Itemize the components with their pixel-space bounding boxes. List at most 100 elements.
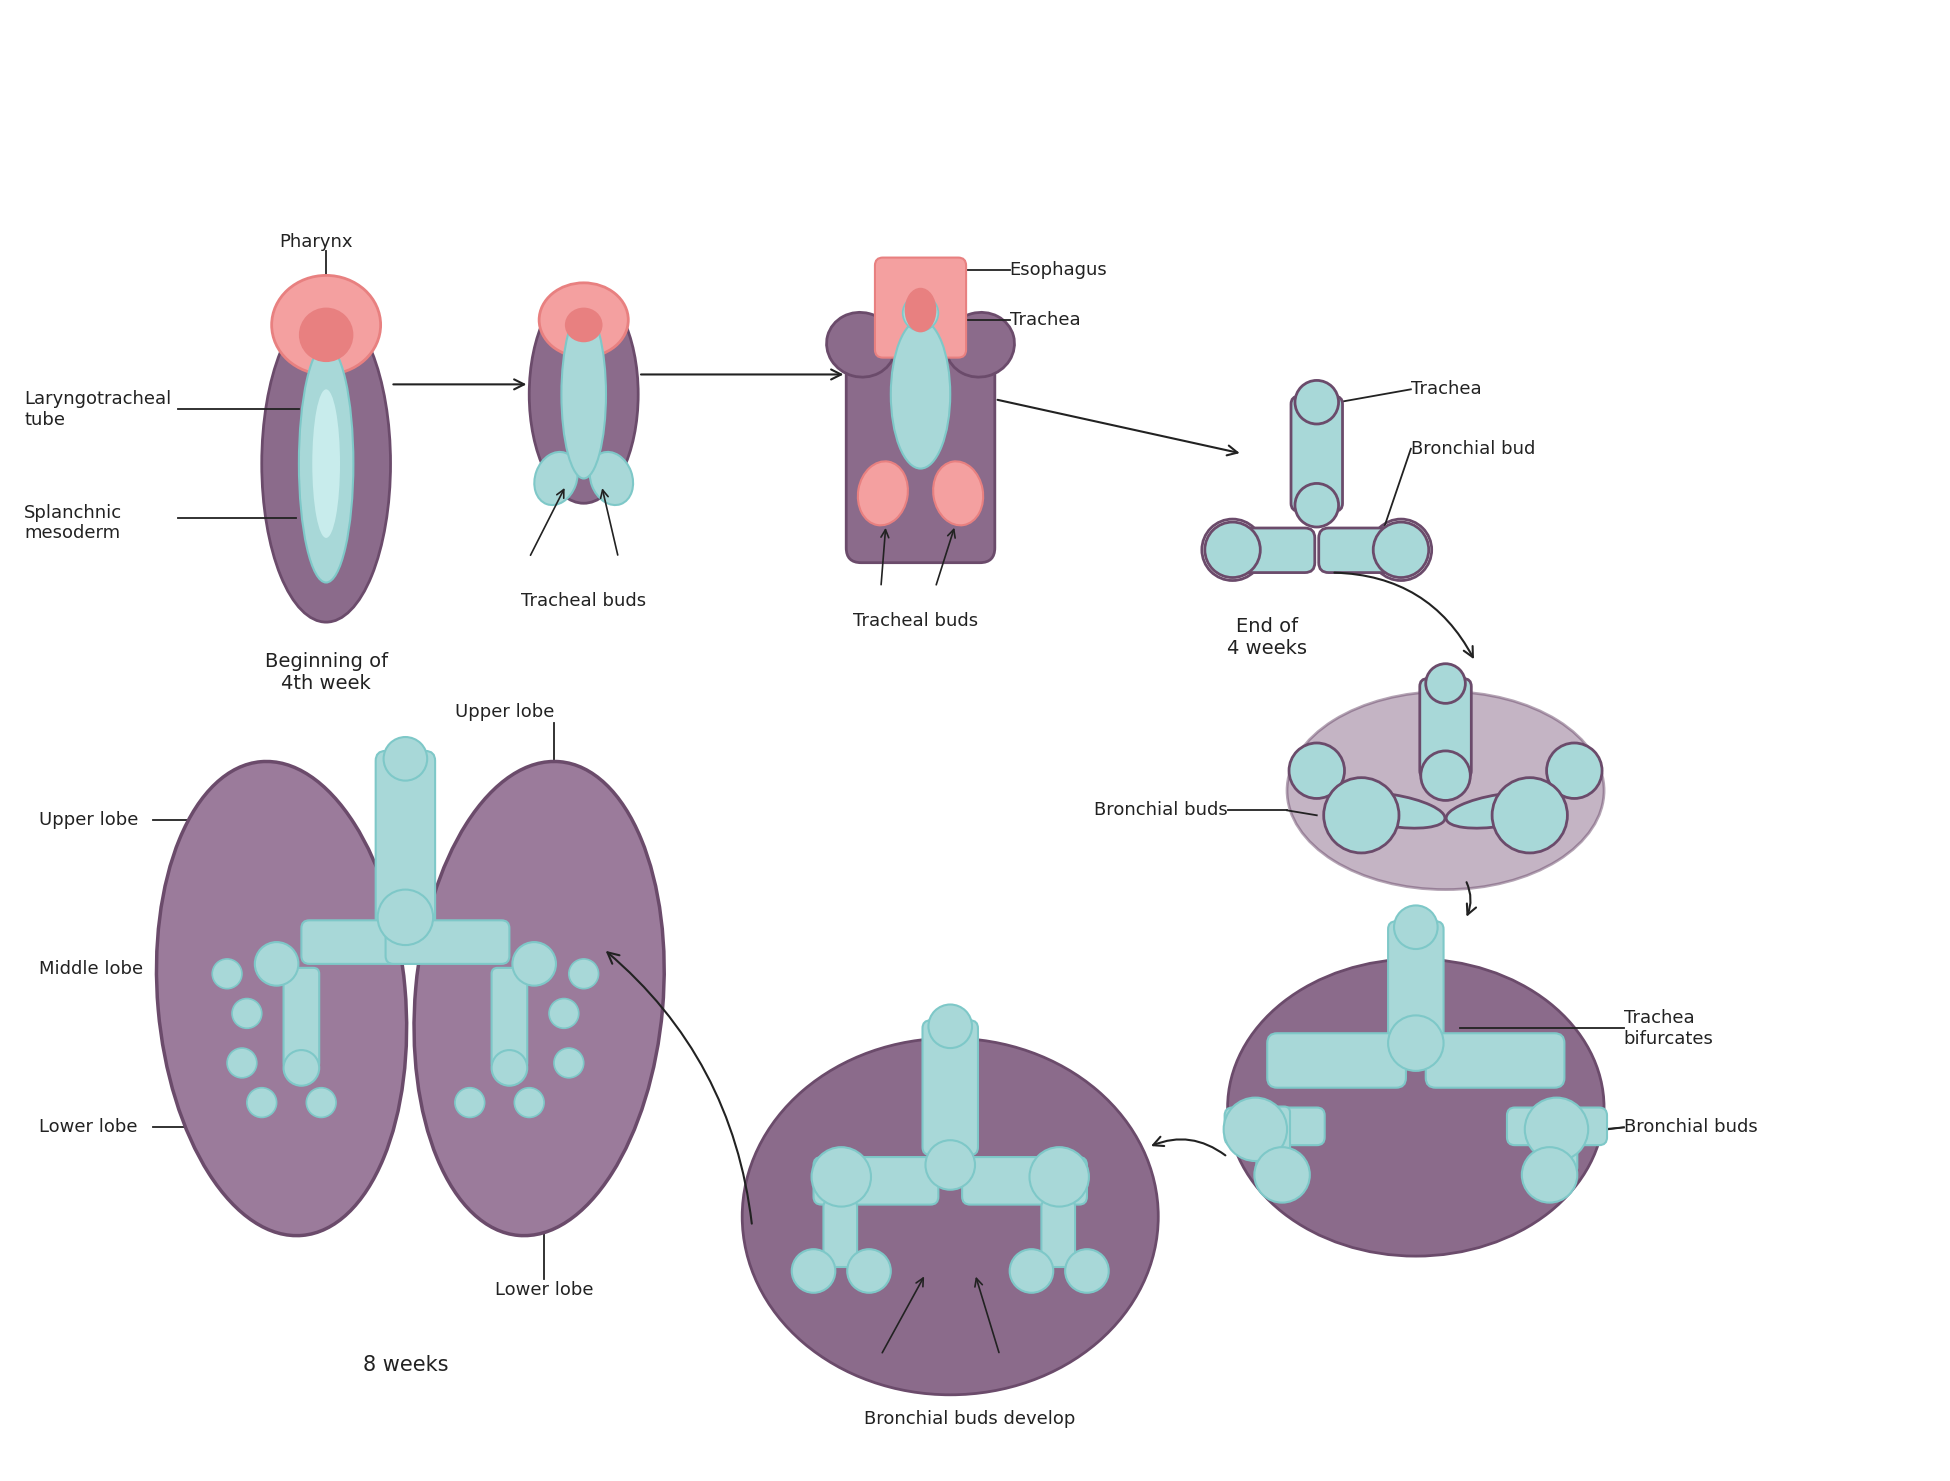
Circle shape xyxy=(1422,751,1470,800)
FancyBboxPatch shape xyxy=(1217,529,1314,573)
Text: Esophagus: Esophagus xyxy=(1010,262,1108,280)
Circle shape xyxy=(378,890,433,945)
Ellipse shape xyxy=(946,312,1014,378)
Circle shape xyxy=(1010,1248,1053,1293)
Circle shape xyxy=(928,1004,971,1049)
Ellipse shape xyxy=(534,452,577,505)
Text: Trachea: Trachea xyxy=(1010,311,1080,329)
Circle shape xyxy=(554,1049,583,1078)
FancyBboxPatch shape xyxy=(491,969,526,1069)
FancyBboxPatch shape xyxy=(846,335,994,563)
FancyBboxPatch shape xyxy=(302,920,425,964)
Circle shape xyxy=(1425,663,1464,703)
Circle shape xyxy=(248,1087,277,1118)
FancyBboxPatch shape xyxy=(876,258,965,357)
Circle shape xyxy=(811,1148,872,1207)
Ellipse shape xyxy=(891,320,950,468)
Ellipse shape xyxy=(934,462,983,526)
Text: Splanchnic
mesoderm: Splanchnic mesoderm xyxy=(23,504,123,542)
Circle shape xyxy=(513,942,556,986)
FancyBboxPatch shape xyxy=(283,969,320,1069)
Ellipse shape xyxy=(271,275,380,375)
FancyBboxPatch shape xyxy=(1256,1106,1291,1173)
Circle shape xyxy=(255,942,298,986)
Text: Tracheal buds: Tracheal buds xyxy=(521,592,645,610)
Ellipse shape xyxy=(1338,792,1445,828)
Text: Upper lobe: Upper lobe xyxy=(39,812,138,829)
Circle shape xyxy=(1525,1097,1587,1161)
FancyBboxPatch shape xyxy=(386,920,509,964)
Ellipse shape xyxy=(1447,792,1554,828)
Ellipse shape xyxy=(743,1038,1158,1395)
FancyBboxPatch shape xyxy=(922,1020,979,1155)
Circle shape xyxy=(1254,1148,1310,1203)
Circle shape xyxy=(283,1050,320,1086)
Circle shape xyxy=(1324,778,1398,853)
Ellipse shape xyxy=(261,305,390,622)
Circle shape xyxy=(1295,381,1338,424)
Circle shape xyxy=(569,958,599,989)
Text: Middle lobe: Middle lobe xyxy=(39,960,142,977)
Text: 8 weeks: 8 weeks xyxy=(363,1355,448,1376)
Ellipse shape xyxy=(566,308,603,342)
Text: Bronchial bud: Bronchial bud xyxy=(1412,440,1535,458)
Circle shape xyxy=(1205,523,1260,578)
Circle shape xyxy=(1521,1148,1578,1203)
Text: Tracheal buds: Tracheal buds xyxy=(852,612,979,631)
Circle shape xyxy=(792,1248,835,1293)
Circle shape xyxy=(226,1049,257,1078)
Ellipse shape xyxy=(156,761,408,1235)
Text: Beginning of
4th week: Beginning of 4th week xyxy=(265,652,388,693)
Circle shape xyxy=(1065,1248,1110,1293)
FancyBboxPatch shape xyxy=(961,1157,1086,1204)
FancyBboxPatch shape xyxy=(1420,678,1472,779)
Circle shape xyxy=(1546,743,1603,798)
FancyBboxPatch shape xyxy=(1318,529,1416,573)
Ellipse shape xyxy=(312,390,339,538)
Ellipse shape xyxy=(1287,692,1605,890)
FancyBboxPatch shape xyxy=(1544,1106,1578,1173)
Circle shape xyxy=(454,1087,486,1118)
FancyBboxPatch shape xyxy=(813,1157,938,1204)
Circle shape xyxy=(1394,905,1437,949)
FancyBboxPatch shape xyxy=(1388,921,1443,1046)
Circle shape xyxy=(1225,1097,1287,1161)
Text: Upper lobe: Upper lobe xyxy=(454,703,554,721)
Ellipse shape xyxy=(298,345,353,582)
FancyBboxPatch shape xyxy=(1291,397,1342,511)
Text: Bronchial buds: Bronchial buds xyxy=(1624,1118,1757,1136)
Circle shape xyxy=(213,958,242,989)
Ellipse shape xyxy=(528,286,638,504)
FancyBboxPatch shape xyxy=(1425,1034,1564,1087)
Circle shape xyxy=(1492,778,1568,853)
Text: End of
4 weeks: End of 4 weeks xyxy=(1227,618,1306,658)
Circle shape xyxy=(1030,1148,1088,1207)
Circle shape xyxy=(550,998,579,1028)
Ellipse shape xyxy=(413,761,665,1235)
Circle shape xyxy=(1295,483,1338,527)
Ellipse shape xyxy=(562,310,606,478)
Circle shape xyxy=(1373,523,1429,578)
Circle shape xyxy=(846,1248,891,1293)
Ellipse shape xyxy=(298,308,353,361)
Circle shape xyxy=(232,998,261,1028)
Circle shape xyxy=(926,1140,975,1189)
FancyBboxPatch shape xyxy=(1268,1034,1406,1087)
Ellipse shape xyxy=(905,287,936,332)
FancyBboxPatch shape xyxy=(1507,1108,1607,1145)
Text: Laryngotracheal
tube: Laryngotracheal tube xyxy=(23,390,172,428)
Ellipse shape xyxy=(858,462,909,526)
Text: Trachea: Trachea xyxy=(1412,381,1482,398)
Text: Bronchial buds develop: Bronchial buds develop xyxy=(864,1410,1076,1428)
Text: Lower lobe: Lower lobe xyxy=(495,1281,593,1299)
Ellipse shape xyxy=(827,312,895,378)
Circle shape xyxy=(515,1087,544,1118)
Circle shape xyxy=(903,295,938,330)
Text: Trachea
bifurcates: Trachea bifurcates xyxy=(1624,1009,1714,1047)
Circle shape xyxy=(491,1050,526,1086)
FancyBboxPatch shape xyxy=(1225,1108,1324,1145)
Circle shape xyxy=(306,1087,335,1118)
Circle shape xyxy=(1289,743,1344,798)
Circle shape xyxy=(1388,1016,1443,1071)
FancyBboxPatch shape xyxy=(1041,1201,1074,1268)
